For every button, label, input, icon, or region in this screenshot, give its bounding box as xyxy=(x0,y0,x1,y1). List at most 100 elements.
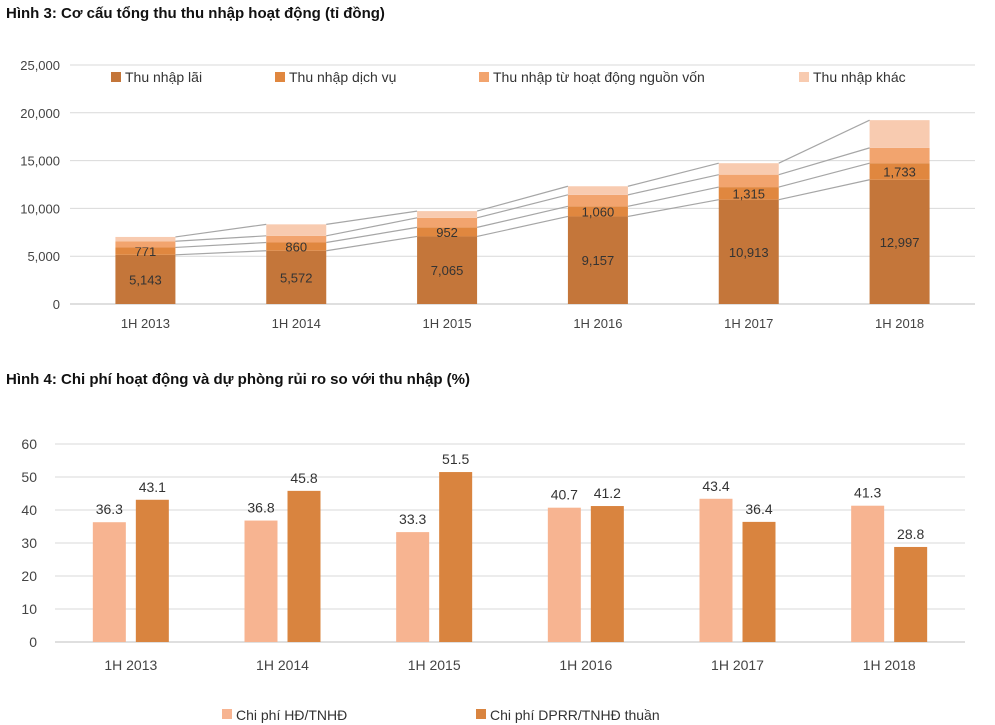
chart2-legend-swatch xyxy=(476,709,486,719)
chart2-x-tick-label: 1H 2014 xyxy=(256,657,309,673)
chart1-y-tick-label: 20,000 xyxy=(20,106,60,121)
chart1-data-label: 952 xyxy=(436,225,458,240)
chart2-bar xyxy=(742,521,776,642)
chart1-series-line xyxy=(778,179,870,201)
chart1-bar-segment xyxy=(417,217,478,228)
chart2-bar xyxy=(92,522,126,642)
chart2-bar xyxy=(851,505,885,642)
chart1-series-line xyxy=(778,162,870,188)
chart1-series-line xyxy=(627,174,719,196)
chart2-data-label: 43.4 xyxy=(702,478,729,494)
chart2-x-tick-label: 1H 2018 xyxy=(863,657,916,673)
chart1-bar-segment xyxy=(869,163,930,180)
chart1-x-tick-label: 1H 2016 xyxy=(573,316,622,331)
chart1-legend-label: Thu nhập khác xyxy=(813,69,906,85)
chart1-bar-segment xyxy=(567,216,628,304)
chart1-series-line xyxy=(627,199,719,218)
chart2-legend-swatch xyxy=(222,709,232,719)
chart1-legend-swatch xyxy=(111,72,121,82)
chart1-y-tick-label: 25,000 xyxy=(20,58,60,73)
chart2-y-tick-label: 40 xyxy=(21,502,37,518)
chart1-legend-swatch xyxy=(479,72,489,82)
chart1-bar-segment xyxy=(266,224,327,236)
chart2-y-tick-label: 50 xyxy=(21,469,37,485)
chart2-y-tick-label: 10 xyxy=(21,601,37,617)
chart2-bar xyxy=(135,499,169,642)
chart1-data-label: 860 xyxy=(285,240,307,255)
chart2-y-tick-label: 0 xyxy=(29,634,37,650)
chart2-data-label: 33.3 xyxy=(399,511,426,527)
chart2-y-tick-label: 30 xyxy=(21,535,37,551)
chart1-series-line xyxy=(175,223,267,238)
chart1-legend-swatch xyxy=(275,72,285,82)
chart2-data-label: 36.3 xyxy=(96,501,123,517)
chart1-data-label: 10,913 xyxy=(729,245,769,260)
chart1-series-line xyxy=(778,119,870,164)
chart1-legend-label: Thu nhập dịch vụ xyxy=(289,69,396,85)
chart1-bar-segment xyxy=(567,194,628,207)
chart1-series-line xyxy=(175,241,267,249)
chart1-data-label: 771 xyxy=(135,244,157,259)
chart1-series-line xyxy=(476,205,569,228)
chart2-title: Hình 4: Chi phí hoạt động và dự phòng rủ… xyxy=(6,371,470,388)
chart1-bar-segment xyxy=(718,187,779,200)
chart1-x-tick-label: 1H 2018 xyxy=(875,316,924,331)
chart2-data-label: 51.5 xyxy=(442,451,469,467)
chart2-legend-label: Chi phí HĐ/TNHĐ xyxy=(236,707,347,723)
chart1-title: Hình 3: Cơ cấu tổng thu thu nhập hoạt độ… xyxy=(6,5,385,22)
chart1-series-line xyxy=(778,147,870,176)
chart2-data-label: 43.1 xyxy=(139,479,166,495)
chart1-series-line xyxy=(476,185,569,212)
chart2-bar xyxy=(590,506,624,642)
chart1-series-line xyxy=(476,215,569,238)
chart1-bar-segment xyxy=(869,179,930,304)
chart1-series-line xyxy=(326,210,418,225)
chart1-data-label: 1,060 xyxy=(582,204,615,219)
chart2-data-label: 36.8 xyxy=(247,500,274,516)
chart2-x-tick-label: 1H 2016 xyxy=(559,657,612,673)
chart1-series-line xyxy=(175,235,267,242)
chart1-data-label: 5,572 xyxy=(280,270,313,285)
chart2-bar xyxy=(894,546,928,642)
chart1-bar-segment xyxy=(417,236,478,304)
chart2-y-tick-label: 60 xyxy=(21,436,37,452)
chart1-y-tick-label: 5,000 xyxy=(27,249,60,264)
chart1-bar-segment xyxy=(266,250,327,304)
chart1-x-tick-label: 1H 2015 xyxy=(423,316,472,331)
chart1-legend-label: Thu nhập lãi xyxy=(125,69,202,85)
chart1-bar-segment xyxy=(567,186,628,195)
chart2-bar xyxy=(547,507,581,642)
chart1-bar-segment xyxy=(567,206,628,217)
chart1-data-label: 12,997 xyxy=(880,235,920,250)
chart1-y-tick-label: 0 xyxy=(53,297,60,312)
chart1-series-line xyxy=(627,162,719,187)
chart1-data-label: 1,315 xyxy=(732,186,765,201)
chart2-data-label: 41.3 xyxy=(854,485,881,501)
chart1-x-tick-label: 1H 2013 xyxy=(121,316,170,331)
chart1-bar-segment xyxy=(718,174,779,188)
chart1-bar-segment xyxy=(718,199,779,304)
chart1-bar-segment xyxy=(266,235,327,243)
chart1-data-label: 1,733 xyxy=(883,164,916,179)
chart1-bar-segment xyxy=(115,254,176,304)
chart1-bar-segment xyxy=(869,120,930,148)
chart2-legend-label: Chi phí DPRR/TNHĐ thuần xyxy=(490,707,660,723)
chart2-x-tick-label: 1H 2015 xyxy=(408,657,461,673)
chart1-bar-segment xyxy=(266,242,327,251)
chart1-stacked-bar: 0 5,000 10,000 15,000 20,000 25,000 5,143 771 1H… xyxy=(20,58,975,331)
chart1-legend-swatch xyxy=(799,72,809,82)
chart2-data-label: 40.7 xyxy=(551,487,578,503)
chart2-bar xyxy=(439,472,473,642)
chart2-bar xyxy=(244,520,278,642)
chart1-series-line xyxy=(326,226,418,244)
chart1-x-tick-label: 1H 2017 xyxy=(724,316,773,331)
chart1-bar-segment xyxy=(115,236,176,242)
chart1-y-tick-label: 10,000 xyxy=(20,201,60,216)
chart1-x-tick-label: 1H 2014 xyxy=(272,316,321,331)
chart1-bar-segment xyxy=(115,241,176,248)
chart1-legend-label: Thu nhập từ hoạt động nguồn vốn xyxy=(493,69,705,85)
chart2-data-label: 36.4 xyxy=(745,501,772,517)
chart2-bar xyxy=(287,490,321,642)
chart1-series-line xyxy=(476,194,569,219)
